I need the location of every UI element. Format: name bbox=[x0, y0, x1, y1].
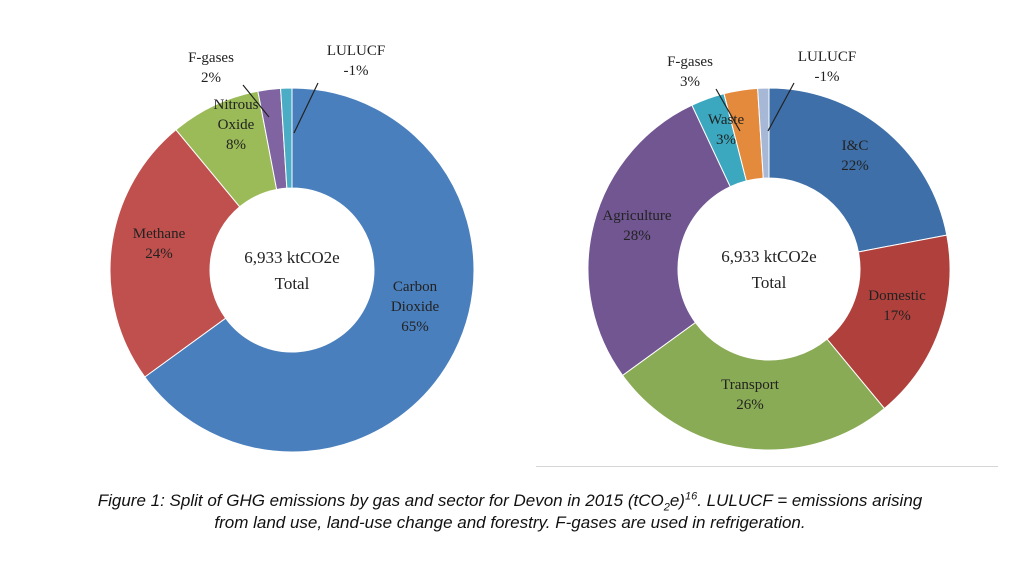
donut-chart-by-sector: I&C 22% Domestic 17% Transport 26% Agriculture… bbox=[587, 49, 951, 451]
label-methane: Methane 24% bbox=[133, 226, 186, 262]
label-lulucf: LULUCF -1% bbox=[327, 43, 385, 79]
caption-line2: from land use, land-use change and fores… bbox=[214, 513, 806, 532]
label-iandc: I&C 22% bbox=[841, 138, 869, 174]
caption-divider bbox=[536, 466, 998, 467]
slice-lulucf bbox=[757, 87, 770, 179]
slice-methane bbox=[109, 129, 241, 378]
caption-line1-prefix: Figure 1: Split of GHG emissions by gas … bbox=[97, 491, 664, 510]
label-nitrous-oxide: Nitrous Oxide 8% bbox=[214, 97, 259, 153]
label-agriculture: Agriculture 28% bbox=[602, 208, 671, 244]
donut-chart-by-gas: Carbon Dioxide 65% Methane 24% Nitrous Oxide 8%… bbox=[109, 43, 475, 453]
label-lulucf: LULUCF -1% bbox=[798, 49, 856, 85]
center-total-label: Total bbox=[275, 274, 310, 293]
label-f-gases: F-gases 2% bbox=[188, 50, 234, 86]
slice-carbon-dioxide bbox=[144, 87, 475, 453]
label-domestic: Domestic 17% bbox=[868, 288, 926, 324]
caption-subscript: 2 bbox=[663, 501, 670, 514]
leader-line-lulucf bbox=[293, 82, 319, 134]
label-carbon-dioxide: Carbon Dioxide 65% bbox=[391, 279, 440, 335]
slice-transport bbox=[621, 321, 886, 451]
figure-caption: Figure 1: Split of GHG emissions by gas … bbox=[0, 490, 1020, 534]
center-total-value: 6,933 ktCO2e bbox=[244, 248, 339, 267]
caption-line1-suffix: . LULUCF = emissions arising bbox=[697, 491, 923, 510]
center-total-value: 6,933 ktCO2e bbox=[721, 247, 816, 266]
leader-line-f-gases bbox=[715, 88, 741, 132]
label-f-gases: F-gases 3% bbox=[667, 54, 713, 90]
leader-line-lulucf bbox=[767, 82, 795, 132]
center-total-label: Total bbox=[752, 273, 787, 292]
slice-domestic bbox=[826, 234, 951, 410]
leader-line-f-gases bbox=[242, 84, 270, 118]
slice-iandc bbox=[768, 87, 948, 253]
slice-agriculture bbox=[587, 104, 731, 377]
caption-footnote-ref: 16 bbox=[684, 490, 698, 503]
caption-after-sub: e) bbox=[669, 491, 685, 510]
label-transport: Transport 26% bbox=[721, 377, 780, 413]
slice-lulucf bbox=[280, 87, 293, 189]
